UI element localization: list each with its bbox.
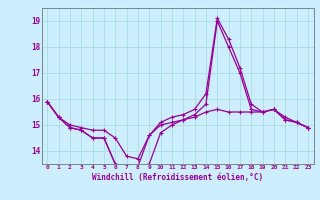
X-axis label: Windchill (Refroidissement éolien,°C): Windchill (Refroidissement éolien,°C) bbox=[92, 173, 263, 182]
